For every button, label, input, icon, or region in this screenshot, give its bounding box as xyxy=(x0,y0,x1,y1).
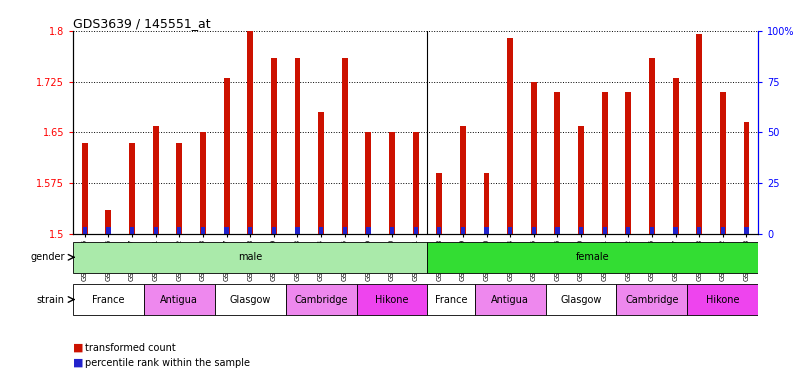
Bar xyxy=(602,92,607,234)
Bar xyxy=(437,227,441,234)
Bar xyxy=(83,227,87,234)
Bar xyxy=(720,92,726,234)
Bar xyxy=(556,227,560,234)
Bar xyxy=(436,173,442,234)
Bar xyxy=(319,227,324,234)
Bar xyxy=(578,126,584,234)
Bar xyxy=(82,143,88,234)
Bar xyxy=(546,284,616,315)
Bar xyxy=(672,78,679,234)
Text: Antigua: Antigua xyxy=(161,295,198,305)
Bar xyxy=(215,284,285,315)
Bar xyxy=(106,227,110,234)
Bar xyxy=(272,227,276,234)
Bar xyxy=(616,284,688,315)
Bar xyxy=(285,284,357,315)
Bar xyxy=(474,284,546,315)
Bar xyxy=(427,284,474,315)
Bar xyxy=(483,173,490,234)
Text: transformed count: transformed count xyxy=(85,343,176,353)
Bar xyxy=(414,227,418,234)
Bar xyxy=(105,210,111,234)
Text: Glasgow: Glasgow xyxy=(560,295,602,305)
Text: strain: strain xyxy=(36,295,65,305)
Bar xyxy=(225,227,229,234)
Bar xyxy=(413,132,418,234)
Bar xyxy=(460,126,466,234)
Bar xyxy=(342,227,347,234)
Text: ■: ■ xyxy=(73,343,84,353)
Bar xyxy=(650,227,654,234)
Text: GDS3639 / 145551_at: GDS3639 / 145551_at xyxy=(73,17,211,30)
Bar xyxy=(295,227,299,234)
Text: Antigua: Antigua xyxy=(491,295,529,305)
Bar xyxy=(318,112,324,234)
Bar xyxy=(152,126,159,234)
Text: Glasgow: Glasgow xyxy=(230,295,271,305)
Bar xyxy=(341,58,348,234)
Bar xyxy=(555,92,560,234)
Text: France: France xyxy=(92,295,125,305)
Bar xyxy=(626,227,630,234)
Bar xyxy=(366,132,371,234)
Text: Hikone: Hikone xyxy=(375,295,409,305)
Bar xyxy=(579,227,583,234)
Bar xyxy=(153,227,158,234)
Bar xyxy=(224,78,230,234)
Bar xyxy=(200,132,206,234)
Bar xyxy=(271,58,277,234)
Text: gender: gender xyxy=(30,252,65,262)
Bar xyxy=(247,31,253,234)
Bar xyxy=(73,284,144,315)
Bar xyxy=(176,143,182,234)
Bar xyxy=(461,227,465,234)
Bar xyxy=(532,227,536,234)
Bar xyxy=(688,284,758,315)
Text: ■: ■ xyxy=(73,358,84,368)
Text: female: female xyxy=(576,252,610,262)
Bar xyxy=(697,227,702,234)
Bar xyxy=(294,58,300,234)
Bar xyxy=(531,82,537,234)
Bar xyxy=(673,227,678,234)
Bar xyxy=(427,242,758,273)
Bar xyxy=(129,143,135,234)
Bar xyxy=(248,227,252,234)
Bar xyxy=(390,227,394,234)
Bar xyxy=(73,242,427,273)
Text: France: France xyxy=(435,295,467,305)
Bar xyxy=(508,227,513,234)
Bar xyxy=(744,227,749,234)
Bar xyxy=(721,227,725,234)
Bar xyxy=(625,92,631,234)
Bar xyxy=(603,227,607,234)
Bar xyxy=(177,227,182,234)
Bar xyxy=(144,284,215,315)
Bar xyxy=(389,132,395,234)
Bar xyxy=(130,227,134,234)
Text: male: male xyxy=(238,252,262,262)
Text: percentile rank within the sample: percentile rank within the sample xyxy=(85,358,250,368)
Bar xyxy=(201,227,205,234)
Bar xyxy=(357,284,427,315)
Text: Cambridge: Cambridge xyxy=(294,295,348,305)
Bar xyxy=(649,58,655,234)
Text: Hikone: Hikone xyxy=(706,295,740,305)
Bar xyxy=(697,34,702,234)
Bar xyxy=(484,227,489,234)
Bar xyxy=(744,122,749,234)
Text: Cambridge: Cambridge xyxy=(625,295,679,305)
Bar xyxy=(507,38,513,234)
Bar xyxy=(367,227,371,234)
